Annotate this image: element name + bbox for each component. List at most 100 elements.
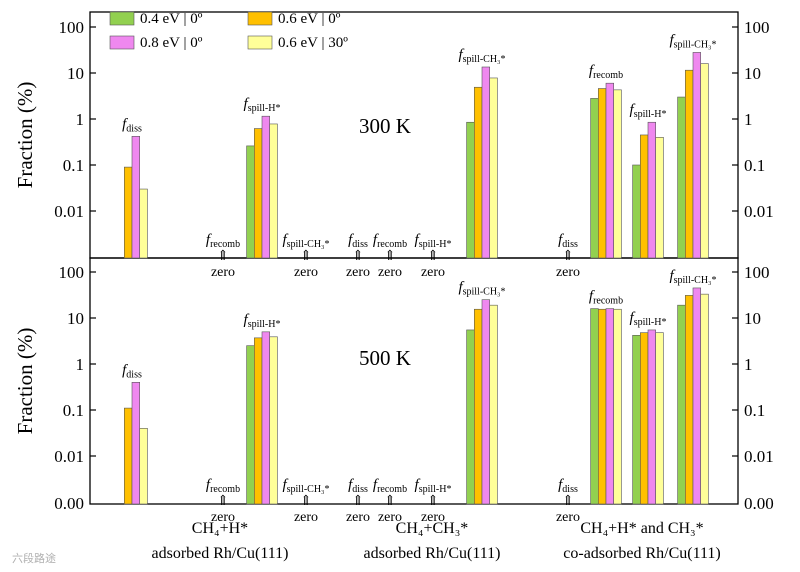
annotation-subscript: recomb [593, 296, 623, 307]
bar [246, 345, 255, 505]
zero-label: zero [378, 510, 402, 525]
bar [677, 96, 686, 259]
bars [124, 52, 709, 505]
y-tick-label: 0.01 [54, 447, 84, 466]
bar [647, 329, 656, 505]
annotation-spillH: fspill-H* [630, 310, 667, 328]
y-tick-label: 100 [59, 263, 85, 282]
bar [613, 89, 622, 259]
bar [261, 331, 270, 505]
bar [700, 293, 709, 505]
plot-frames [89, 11, 739, 505]
annotation-subscript: recomb [210, 239, 240, 250]
annotation-recomb: frecomb [206, 232, 240, 250]
zero-label: zero [556, 265, 580, 280]
plot-frame [89, 257, 739, 505]
annotation-subscript: spill-H* [248, 103, 281, 114]
y-tick-label-right: 0.01 [744, 202, 774, 221]
annotation-spillCH3: fspill-CH₃* [282, 477, 329, 495]
bar [677, 304, 686, 505]
annotation-subscript: spill-CH₃* [463, 54, 506, 65]
annotation-spillCH3: fspill-CH₃* [282, 232, 329, 250]
zero-label: zero [211, 265, 235, 280]
zero-label: zero [421, 265, 445, 280]
annotation-spillCH3: fspill-CH₃* [458, 280, 505, 298]
group-label-line2: adsorbed Rh/Cu(111) [363, 545, 500, 562]
bar [639, 332, 649, 505]
annotation-spillCH3: fspill-CH₃* [458, 47, 505, 65]
annotation-subscript: recomb [210, 484, 240, 495]
bar [131, 382, 140, 505]
y-tick-label: 0.00 [54, 494, 84, 513]
annotation-subscript: spill-CH₃* [287, 239, 330, 250]
temperature-label: 500 K [359, 346, 411, 370]
bar [481, 299, 490, 505]
legend-swatch [109, 11, 135, 26]
bar [139, 428, 148, 505]
bar [466, 329, 475, 505]
y-tick-label: 10 [67, 309, 84, 328]
y-tick-label: 0.01 [54, 202, 84, 221]
annotation-subscript: diss [562, 484, 578, 495]
legend-label: 0.8 eV | 0º [140, 35, 203, 51]
up-arrow: ⇑ [352, 249, 364, 264]
annotation-spillH: fspill-H* [630, 102, 667, 120]
y-tick-label-right: 1 [744, 110, 753, 129]
bar [269, 123, 278, 259]
bar [655, 332, 664, 505]
bar [131, 136, 140, 259]
annotation-subscript: spill-CH₃* [463, 287, 506, 298]
bar [254, 337, 263, 505]
up-arrow: ⇑ [427, 494, 439, 509]
annotation-diss: fdiss [122, 362, 142, 380]
y-tick-label: 10 [67, 64, 84, 83]
bar [246, 145, 255, 259]
legend-swatch [247, 35, 273, 50]
annotation-spillH: fspill-H* [244, 96, 281, 114]
bar [261, 115, 270, 259]
bar [124, 166, 133, 259]
bar [632, 335, 641, 505]
group-label-line1: CH₄+H* [192, 520, 248, 537]
y-tick-label-right: 0.1 [744, 156, 765, 175]
bar [590, 308, 599, 505]
legend-label: 0.4 eV | 0º [140, 11, 203, 27]
zero-label: zero [211, 510, 235, 525]
annotation-subscript: diss [126, 369, 142, 380]
annotation-subscript: spill-CH₃* [674, 275, 717, 286]
legend-label: 0.6 eV | 30º [278, 35, 348, 51]
y-tick-label: 1 [76, 355, 85, 374]
annotation-spillCH3: fspill-CH₃* [669, 268, 716, 286]
zero-label: zero [346, 265, 370, 280]
legend-swatch [247, 11, 273, 26]
y-tick-label-right: 10 [744, 309, 761, 328]
y-tick-label-right: 100 [744, 18, 770, 37]
up-arrow: ⇑ [352, 494, 364, 509]
bar [632, 164, 641, 259]
zero-label: zero [294, 510, 318, 525]
annotation-diss: fdiss [348, 477, 368, 495]
annotation-spillH: fspill-H* [415, 232, 452, 250]
annotation-spillH: fspill-H* [415, 477, 452, 495]
zero-label: zero [421, 510, 445, 525]
annotation-subscript: spill-CH₃* [287, 484, 330, 495]
temperature-label: 300 K [359, 114, 411, 138]
zero-label: zero [294, 265, 318, 280]
annotation-subscript: spill-H* [634, 109, 667, 120]
up-arrow: ⇑ [217, 249, 229, 264]
annotation-recomb: frecomb [589, 289, 623, 307]
bar [700, 63, 709, 259]
bar [590, 98, 599, 259]
y-tick-label: 1 [76, 110, 85, 129]
annotation-diss: fdiss [122, 116, 142, 134]
annotation-diss: fdiss [558, 477, 578, 495]
bar [473, 86, 483, 259]
bar [597, 88, 607, 259]
up-arrow: ⇑ [562, 494, 574, 509]
annotation-subscript: spill-H* [634, 317, 667, 328]
group-label-line2: co-adsorbed Rh/Cu(111) [563, 545, 720, 562]
group-label-line1: CH₄+CH₃* [396, 520, 469, 537]
up-arrow: ⇑ [217, 494, 229, 509]
bar [692, 52, 701, 259]
